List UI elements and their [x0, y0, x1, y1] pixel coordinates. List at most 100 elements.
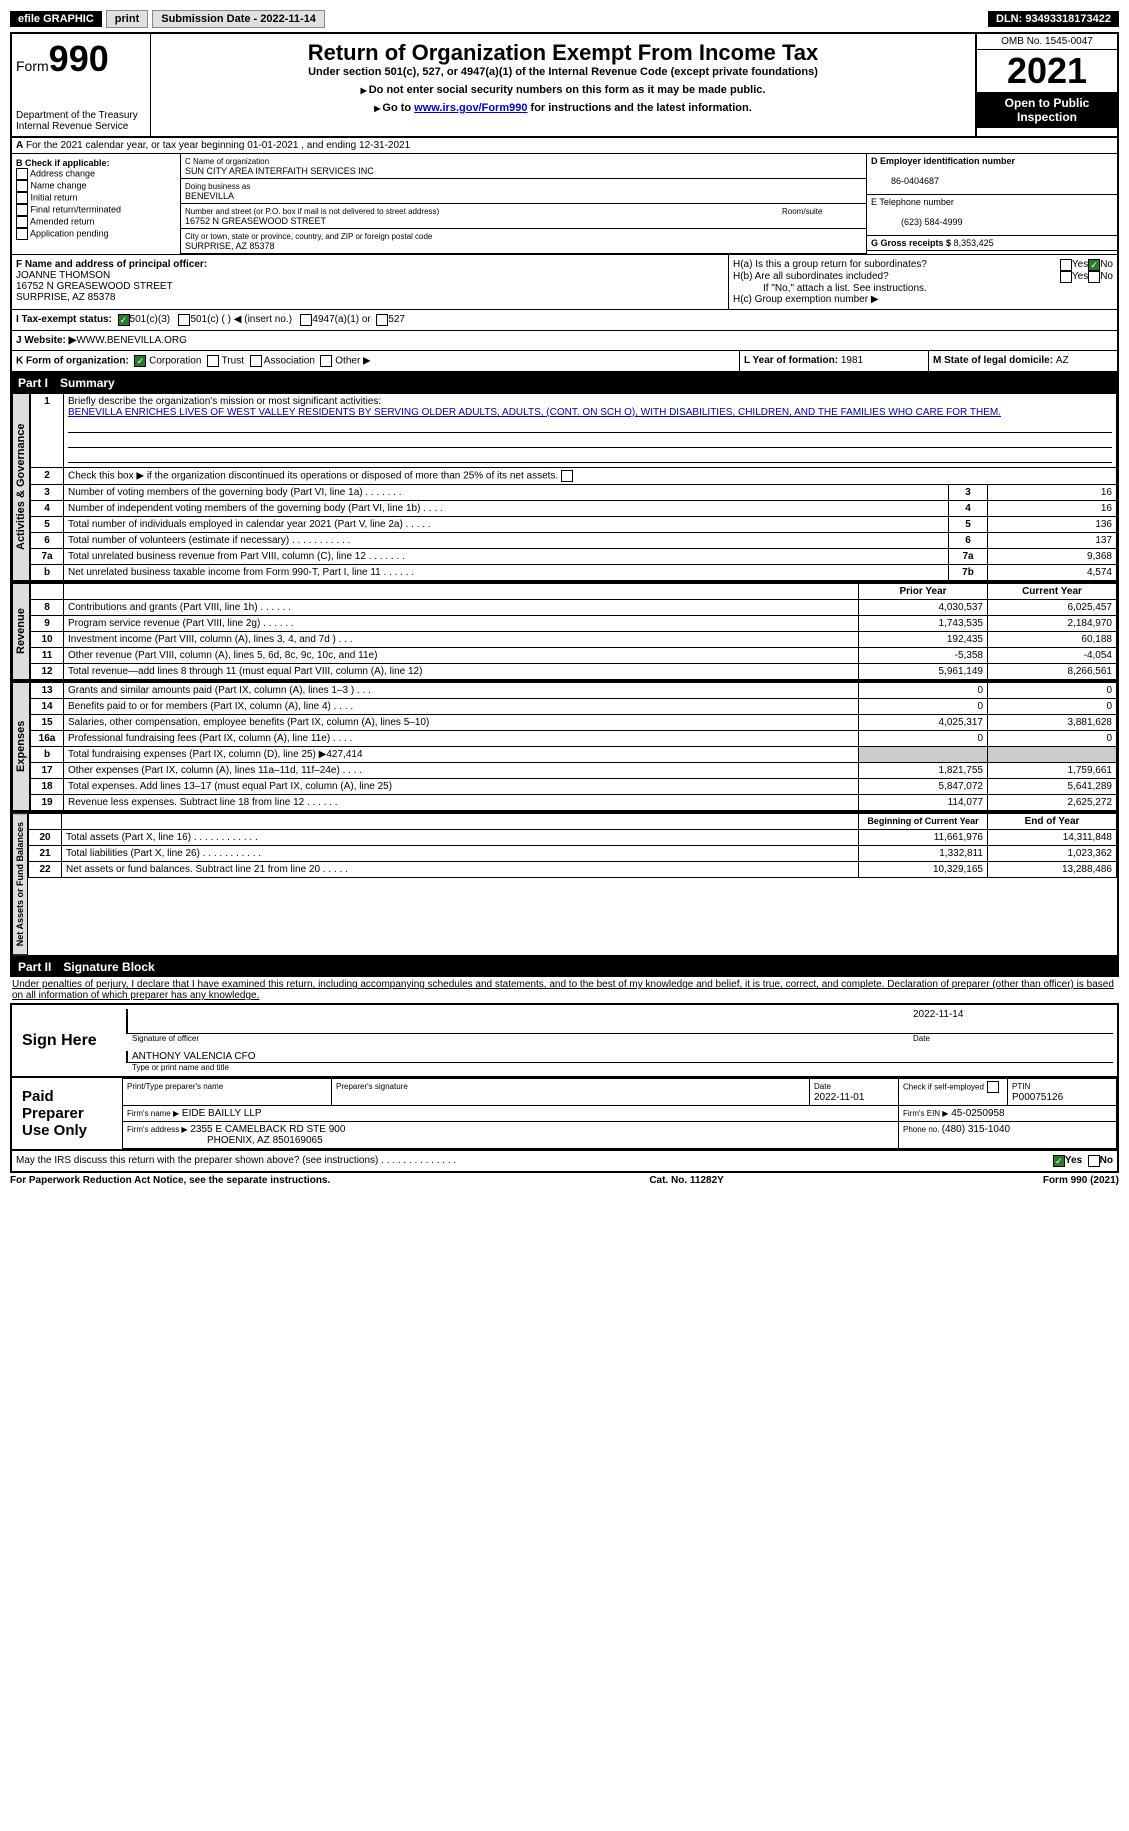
- chk-amended[interactable]: [16, 216, 28, 228]
- hc-label: H(c) Group exemption number ▶: [733, 294, 1113, 305]
- part1-header: Part ISummary: [10, 373, 1119, 393]
- firm-phone: (480) 315-1040: [942, 1124, 1010, 1135]
- chk-app-pending[interactable]: [16, 228, 28, 240]
- hb-no[interactable]: [1088, 271, 1100, 283]
- discontinued-chk[interactable]: [561, 470, 573, 482]
- tax-year: 2021: [977, 50, 1117, 92]
- i-4947[interactable]: [300, 314, 312, 326]
- form-number: 990: [49, 38, 109, 79]
- officer-addr: 16752 N GREASEWOOD STREET: [16, 281, 724, 292]
- col-c: C Name of organizationSUN CITY AREA INTE…: [181, 154, 866, 254]
- inspection-badge: Open to Public Inspection: [977, 92, 1117, 128]
- vtab-activities: Activities & Governance: [12, 393, 30, 581]
- footer-mid: Cat. No. 11282Y: [649, 1175, 723, 1186]
- ha-no[interactable]: [1088, 259, 1100, 271]
- chk-final-return[interactable]: [16, 204, 28, 216]
- discuss-yes[interactable]: [1053, 1155, 1065, 1167]
- m-label: M State of legal domicile:: [933, 355, 1056, 366]
- year-formed: 1981: [841, 355, 863, 366]
- ein: 86-0404687: [871, 176, 939, 186]
- hb-note: If "No," attach a list. See instructions…: [733, 283, 1113, 294]
- mission-text: BENEVILLA ENRICHES LIVES OF WEST VALLEY …: [68, 407, 1001, 418]
- org-name: SUN CITY AREA INTERFAITH SERVICES INC: [185, 166, 374, 176]
- omb-number: OMB No. 1545-0047: [977, 34, 1117, 50]
- form-header: Form990 Department of the Treasury Inter…: [10, 32, 1119, 138]
- k-corp[interactable]: [134, 355, 146, 367]
- form-subtitle-2: Do not enter social security numbers on …: [157, 84, 969, 96]
- paid-preparer-block: Paid Preparer Use Only Print/Type prepar…: [10, 1078, 1119, 1151]
- ptin: P00075126: [1012, 1092, 1063, 1103]
- goto-suffix: for instructions and the latest informat…: [527, 102, 751, 114]
- discuss-no[interactable]: [1088, 1155, 1100, 1167]
- addr-label: Number and street (or P.O. box if mail i…: [185, 207, 439, 216]
- prep-date: 2022-11-01: [814, 1092, 864, 1103]
- irs-link[interactable]: www.irs.gov/Form990: [414, 102, 527, 114]
- dept-label: Department of the Treasury: [16, 110, 146, 121]
- i-501c[interactable]: [178, 314, 190, 326]
- footer-left: For Paperwork Reduction Act Notice, see …: [10, 1175, 330, 1186]
- begin-year-hdr: Beginning of Current Year: [859, 814, 988, 830]
- l-label: L Year of formation:: [744, 355, 841, 366]
- i-527[interactable]: [376, 314, 388, 326]
- e-label: E Telephone number: [871, 197, 954, 207]
- form-word: Form: [16, 58, 49, 74]
- hb-yes[interactable]: [1060, 271, 1072, 283]
- city-label: City or town, state or province, country…: [185, 232, 432, 241]
- form-subtitle-1: Under section 501(c), 527, or 4947(a)(1)…: [157, 66, 969, 78]
- name-title-label: Type or print name and title: [126, 1063, 1113, 1072]
- f-label: F Name and address of principal officer:: [16, 259, 207, 270]
- firm-ein: 45-0250958: [951, 1108, 1004, 1119]
- ha-label: H(a) Is this a group return for subordin…: [733, 259, 1060, 271]
- expenses-table: 13Grants and similar amounts paid (Part …: [30, 682, 1117, 811]
- officer-name: JOANNE THOMSON: [16, 270, 724, 281]
- self-employed-chk[interactable]: [987, 1081, 999, 1093]
- b-label: B Check if applicable:: [16, 158, 176, 168]
- chk-name-change[interactable]: [16, 180, 28, 192]
- sign-here-label: Sign Here: [12, 1005, 122, 1076]
- i-label: I Tax-exempt status:: [16, 314, 112, 326]
- submission-date: Submission Date - 2022-11-14: [152, 10, 325, 28]
- goto-prefix: Go to: [374, 102, 414, 114]
- netassets-table: Beginning of Current YearEnd of Year 20T…: [28, 813, 1117, 878]
- street-address: 16752 N GREASEWOOD STREET: [185, 216, 326, 226]
- officer-city: SURPRISE, AZ 85378: [16, 292, 724, 303]
- j-label: J Website: ▶: [16, 335, 76, 346]
- k-trust[interactable]: [207, 355, 219, 367]
- form-title: Return of Organization Exempt From Incom…: [157, 40, 969, 66]
- a-label: A: [16, 140, 23, 151]
- mission-q: Briefly describe the organization's miss…: [68, 396, 381, 407]
- sig-label: Signature of officer: [126, 1034, 913, 1043]
- k-assoc[interactable]: [250, 355, 262, 367]
- i-501c3[interactable]: [118, 314, 130, 326]
- g-label: G Gross receipts $: [871, 238, 951, 248]
- dba-name: BENEVILLA: [185, 191, 234, 201]
- officer-name-title: ANTHONY VALENCIA CFO: [126, 1051, 1113, 1063]
- line2-text: Check this box ▶ if the organization dis…: [64, 468, 1117, 485]
- discuss-row: May the IRS discuss this return with the…: [10, 1151, 1119, 1173]
- dba-label: Doing business as: [185, 182, 250, 191]
- k-other[interactable]: [320, 355, 332, 367]
- firm-addr: 2355 E CAMELBACK RD STE 900: [190, 1124, 345, 1135]
- chk-initial-return[interactable]: [16, 192, 28, 204]
- c-name-label: C Name of organization: [185, 157, 269, 166]
- gross-receipts: 8,353,425: [954, 238, 994, 248]
- discuss-q: May the IRS discuss this return with the…: [16, 1155, 1053, 1167]
- chk-address-change[interactable]: [16, 168, 28, 180]
- date-label: Date: [913, 1034, 1113, 1043]
- current-year-hdr: Current Year: [988, 584, 1117, 600]
- col-b: B Check if applicable: Address change Na…: [12, 154, 181, 254]
- paid-prep-label: Paid Preparer Use Only: [12, 1078, 122, 1149]
- room-label: Room/suite: [782, 207, 822, 216]
- footer-right: Form 990 (2021): [1043, 1175, 1119, 1186]
- vtab-revenue: Revenue: [12, 583, 30, 680]
- k-label: K Form of organization:: [16, 356, 129, 367]
- print-button[interactable]: print: [106, 10, 148, 28]
- phone: (623) 584-4999: [871, 217, 963, 227]
- vtab-expenses: Expenses: [12, 682, 30, 811]
- ha-yes[interactable]: [1060, 259, 1072, 271]
- sign-date: 2022-11-14: [913, 1009, 1113, 1034]
- col-d: D Employer identification number86-04046…: [866, 154, 1117, 254]
- website: WWW.BENEVILLA.ORG: [76, 335, 187, 346]
- sign-here-block: Sign Here 2022-11-14 Signature of office…: [10, 1003, 1119, 1078]
- irs-label: Internal Revenue Service: [16, 121, 146, 132]
